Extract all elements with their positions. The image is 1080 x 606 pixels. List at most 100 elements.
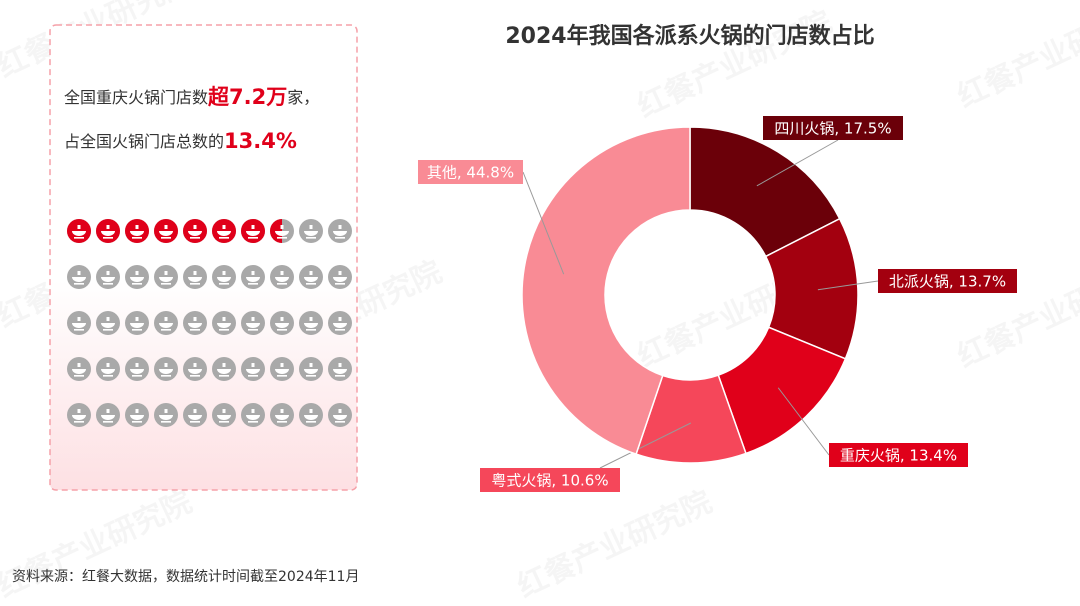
pot-icon — [299, 265, 323, 289]
icon-pot — [333, 363, 347, 377]
icon-pot — [217, 225, 231, 239]
icon-pot — [130, 271, 144, 285]
icon-pot — [333, 409, 347, 423]
pot-icon — [96, 219, 120, 243]
pot-icon — [328, 219, 352, 243]
icon-pot — [188, 317, 202, 331]
pot-icon — [183, 265, 207, 289]
icon-pot — [275, 409, 289, 423]
pot-icon — [154, 403, 178, 427]
icon-pot — [304, 363, 318, 377]
pot-icon — [96, 403, 120, 427]
icon-pot — [246, 317, 260, 331]
source-note: 资料来源：红餐大数据，数据统计时间截至2024年11月 — [12, 569, 359, 585]
icon-pot — [130, 409, 144, 423]
pot-icon — [183, 403, 207, 427]
icon-pot — [333, 225, 347, 239]
icon-pot — [217, 363, 231, 377]
pot-icon — [183, 219, 207, 243]
pot-icon — [241, 311, 265, 335]
pot-icon — [67, 265, 91, 289]
pot-icon — [270, 219, 282, 243]
icon-pot — [275, 317, 289, 331]
label-box — [878, 269, 1017, 293]
label-box — [480, 468, 620, 492]
pot-icon — [154, 311, 178, 335]
icon-pot — [333, 271, 347, 285]
icon-pot — [304, 271, 318, 285]
icon-pot — [159, 225, 173, 239]
watermark: 红餐产业研究院 — [512, 484, 717, 602]
pot-icon — [212, 357, 236, 381]
pot-icon — [67, 219, 91, 243]
panel-text: 家， — [287, 88, 319, 107]
pot-icon — [125, 403, 149, 427]
pot-icon — [328, 311, 352, 335]
leader-line — [756, 139, 839, 187]
panel-line-1: 全国重庆火锅门店数超7.2万家， — [64, 85, 319, 109]
pot-icon — [96, 357, 120, 381]
panel-text: 全国重庆火锅门店数 — [64, 88, 208, 107]
pot-icon — [67, 357, 91, 381]
icon-pot — [159, 409, 173, 423]
icon-pot — [72, 363, 86, 377]
pot-icon — [241, 403, 265, 427]
icon-pot — [101, 225, 115, 239]
icon-pot — [72, 225, 86, 239]
leader-line — [599, 422, 692, 469]
icon-pot — [217, 271, 231, 285]
icon-pot — [159, 317, 173, 331]
icon-pot — [275, 225, 282, 239]
icon-pot — [246, 363, 260, 377]
icon-pot — [159, 271, 173, 285]
panel-text: 占全国火锅门店总数的 — [64, 132, 224, 151]
pot-icon — [67, 403, 91, 427]
leader-line — [522, 171, 565, 275]
pot-icon — [67, 311, 91, 335]
pot-icon — [270, 403, 294, 427]
pot-icon — [125, 357, 149, 381]
icon-pot — [72, 271, 86, 285]
pot-icon — [125, 311, 149, 335]
pot-icon — [212, 219, 236, 243]
icon-pot — [304, 317, 318, 331]
donut-slice — [521, 126, 691, 456]
icon-grid — [67, 219, 352, 427]
panel-line-2: 占全国火锅门店总数的13.4% — [64, 129, 297, 153]
pot-icon — [299, 403, 323, 427]
pot-icon — [241, 219, 265, 243]
data-label: 四川火锅, 17.5% — [774, 120, 891, 138]
icon-pot — [188, 271, 202, 285]
icon-pot — [130, 317, 144, 331]
label-box — [763, 116, 903, 140]
icon-pot — [275, 363, 289, 377]
pot-icon — [299, 357, 323, 381]
label-box — [418, 160, 523, 184]
pot-icon — [212, 265, 236, 289]
icon-pot — [101, 363, 115, 377]
pot-icon — [154, 219, 178, 243]
icon-pot — [275, 271, 289, 285]
watermark: 红餐产业研究院 — [632, 4, 837, 124]
pot-icon — [299, 311, 323, 335]
icon-pot — [159, 363, 173, 377]
pot-icon — [212, 403, 236, 427]
pot-icon — [96, 265, 120, 289]
icon-pot — [72, 409, 86, 423]
pot-icon — [299, 219, 323, 243]
pot-icon — [270, 357, 294, 381]
icon-pot — [188, 225, 202, 239]
panel-highlight: 超7.2万 — [208, 85, 287, 109]
label-box — [829, 443, 968, 467]
data-label: 重庆火锅, 13.4% — [840, 447, 957, 465]
pot-icon — [96, 311, 120, 335]
data-label: 粤式火锅, 10.6% — [491, 472, 608, 490]
icon-pot — [188, 363, 202, 377]
pot-icon — [183, 357, 207, 381]
data-label: 其他, 44.8% — [427, 164, 514, 182]
pot-icon — [183, 311, 207, 335]
icon-pot — [246, 225, 260, 239]
donut-chart: 四川火锅, 17.5% 北派火锅, 13.7% 重庆火锅, 13.4% 粤式火锅, 1… — [418, 116, 1017, 492]
pot-icon — [328, 403, 352, 427]
